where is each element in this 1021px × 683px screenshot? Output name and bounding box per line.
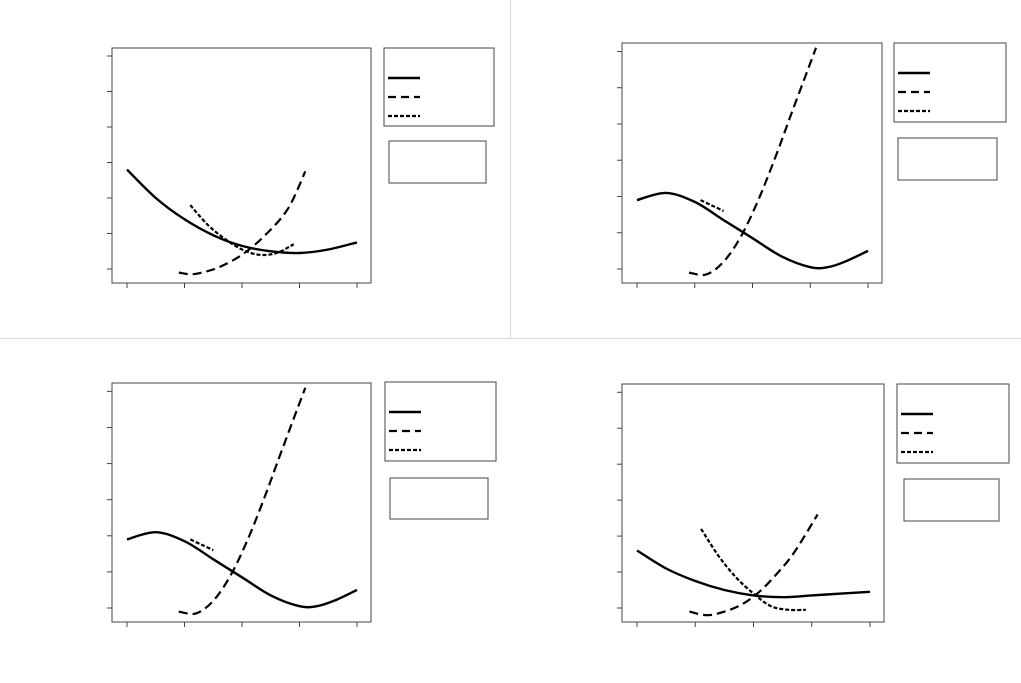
series-line-solid: [636, 191, 869, 270]
series-line-dotted: [189, 204, 295, 257]
series-group: [126, 168, 358, 276]
legend-box: [384, 381, 497, 462]
series-line-dashed: [689, 513, 819, 617]
series-group: [126, 387, 358, 616]
series-line-dotted: [700, 528, 806, 612]
plot-frame: [111, 382, 372, 623]
chart-panel-4: [617, 383, 1010, 627]
annotation-box: [897, 137, 998, 181]
annotation-box: [388, 140, 487, 184]
series-group: [636, 47, 869, 277]
chart-panel-3: [107, 381, 497, 627]
series-line-solid: [636, 549, 871, 599]
plot-frame: [621, 42, 883, 284]
chart-panel-2: [617, 42, 1007, 288]
legend-box: [896, 383, 1010, 464]
vertical-divider: [510, 0, 511, 338]
plot-frame: [621, 383, 885, 623]
chart-panel-1: [107, 47, 495, 288]
series-line-dotted: [189, 538, 214, 552]
annotation-box: [903, 478, 1000, 522]
series-line-dotted: [700, 199, 725, 212]
series-line-solid: [126, 530, 358, 609]
horizontal-divider: [0, 338, 1021, 339]
annotation-box: [389, 477, 489, 520]
series-line-dashed: [178, 170, 307, 276]
series-line-dashed: [178, 387, 307, 616]
series-line-solid: [126, 168, 358, 255]
series-group: [636, 513, 871, 617]
series-line-dashed: [688, 47, 818, 277]
legend-box: [383, 47, 495, 127]
legend-box: [893, 42, 1007, 123]
